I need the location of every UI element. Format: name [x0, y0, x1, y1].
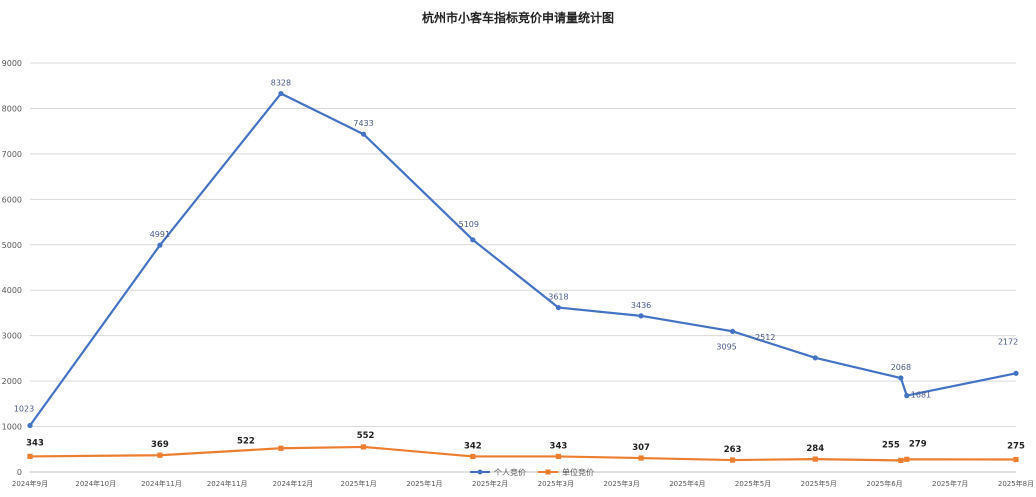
data-point — [278, 90, 284, 97]
chart-title: 杭州市小客车指标竞价申请量统计图 — [422, 10, 614, 25]
data-label: 552 — [357, 431, 375, 441]
series-layer — [27, 90, 1019, 464]
data-label: 2512 — [755, 333, 775, 342]
data-point — [729, 328, 736, 334]
data-label: 7433 — [353, 119, 373, 128]
data-point — [1013, 370, 1019, 376]
series-line-2 — [29, 445, 1017, 462]
x-tick-label: 2025年8月 — [998, 479, 1034, 488]
x-tick-label: 2024年9月 — [12, 479, 48, 488]
y-tick-label: 9000 — [2, 59, 22, 68]
x-tick-label: 2024年11月 — [141, 479, 182, 488]
x-tick-label: 2025年7月 — [932, 479, 968, 488]
legend-label: 单位竞价 — [562, 467, 594, 477]
y-tick-label: 8000 — [2, 104, 22, 113]
data-label: 275 — [1007, 442, 1025, 452]
x-axis: 2024年9月 2024年10月 2024年11月 2024年11月 2024年12月 2… — [12, 479, 1034, 488]
data-label: 8328 — [271, 79, 291, 88]
x-tick-label: 2025年5月 — [735, 479, 771, 488]
data-point — [470, 237, 476, 243]
data-point — [555, 453, 562, 460]
x-tick-label: 2025年5月 — [801, 479, 837, 488]
data-label: 5109 — [459, 220, 479, 229]
data-label: 3095 — [716, 342, 736, 351]
x-tick-label: 2025年1月 — [341, 479, 377, 488]
y-tick-label: 4000 — [2, 286, 22, 295]
x-tick-label: 2025年3月 — [603, 479, 639, 488]
data-label: 307 — [632, 443, 650, 453]
legend-marker — [545, 469, 551, 475]
data-point — [157, 452, 163, 458]
data-point — [638, 455, 644, 461]
data-point — [555, 304, 562, 311]
data-point — [360, 444, 367, 450]
data-label: 255 — [882, 440, 900, 450]
series-line-1 — [29, 92, 1017, 427]
y-tick-label: 1000 — [2, 423, 22, 432]
data-point — [27, 422, 33, 429]
x-tick-label: 2025年1月 — [406, 479, 442, 488]
data-point — [904, 393, 910, 399]
x-tick-label: 2025年3月 — [538, 479, 574, 488]
legend-marker — [477, 469, 483, 475]
data-point — [638, 313, 644, 319]
data-label: 2068 — [891, 363, 911, 372]
data-point — [157, 242, 163, 248]
data-label: 1023 — [14, 405, 34, 414]
data-point — [360, 131, 367, 137]
data-point — [278, 445, 284, 451]
data-label: 284 — [806, 444, 824, 454]
y-tick-label: 0 — [17, 468, 22, 477]
x-tick-label: 2024年11月 — [207, 479, 248, 488]
data-point — [470, 453, 476, 460]
legend: 个人竞价 单位竞价 — [470, 467, 594, 477]
data-point — [812, 355, 818, 361]
data-label: 263 — [724, 445, 742, 455]
legend-label: 个人竞价 — [494, 467, 526, 477]
data-point — [898, 375, 904, 381]
x-tick-label: 2025年4月 — [669, 479, 705, 488]
data-label: 1681 — [911, 391, 931, 400]
data-label: 343 — [550, 441, 568, 451]
y-tick-label: 5000 — [2, 241, 22, 250]
data-label: 3618 — [548, 293, 568, 302]
data-label: 522 — [237, 436, 255, 446]
data-point — [898, 457, 904, 464]
y-tick-label: 2000 — [2, 377, 22, 386]
data-point — [27, 453, 33, 460]
data-label: 4991 — [150, 230, 170, 239]
x-tick-label: 2025年2月 — [472, 479, 508, 488]
y-tick-label: 7000 — [2, 150, 22, 159]
data-label: 3436 — [631, 301, 651, 310]
data-point — [904, 456, 910, 462]
data-label: 369 — [151, 440, 169, 450]
data-point — [812, 456, 818, 462]
y-axis: 0 1000 2000 3000 4000 5000 6000 7000 8000 9000 — [2, 59, 22, 477]
data-label: 2172 — [998, 337, 1018, 346]
data-label: 343 — [26, 438, 44, 448]
x-tick-label: 2024年10月 — [75, 479, 116, 488]
x-tick-label: 2024年12月 — [273, 479, 314, 488]
y-tick-label: 6000 — [2, 195, 22, 204]
gridlines — [30, 62, 1016, 473]
data-labels: 1023 4991 8328 7433 5109 3618 3436 3095 2512 2068… — [14, 79, 1025, 456]
y-tick-label: 3000 — [2, 332, 22, 341]
data-label: 342 — [464, 441, 482, 451]
data-point — [1013, 456, 1019, 463]
data-label: 279 — [909, 439, 927, 449]
x-tick-label: 2025年6月 — [866, 479, 902, 488]
data-point — [729, 457, 736, 463]
